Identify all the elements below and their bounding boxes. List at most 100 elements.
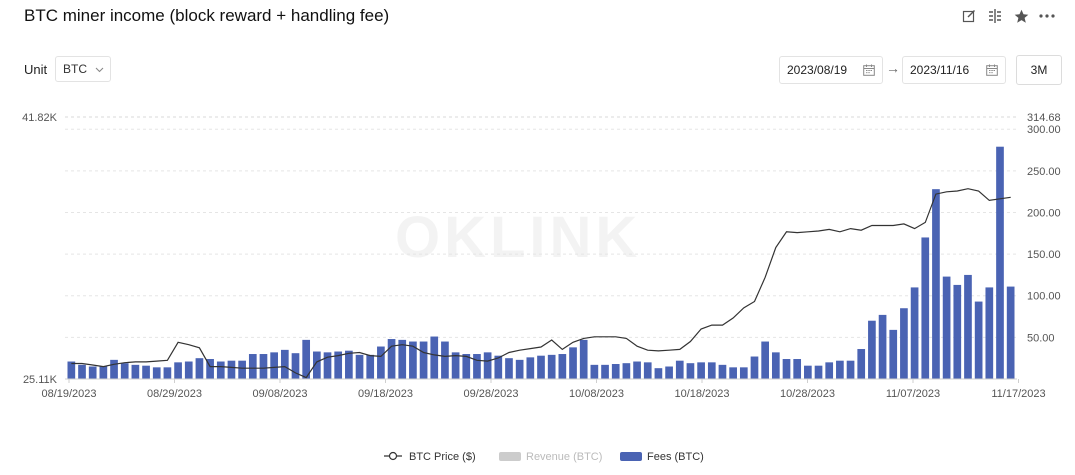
fees-bar [654, 368, 663, 379]
fees-bar [163, 367, 172, 379]
fees-bar [611, 364, 620, 379]
right-axis-max-label: 314.68 [1027, 112, 1061, 124]
fees-bar [601, 364, 609, 379]
chart-axes: 50.00 100.00 150.00 200.00 250.00 300.00314.6… [22, 112, 1061, 400]
fees-bar [814, 365, 823, 379]
more-icon[interactable] [1039, 8, 1055, 24]
fees-bar [131, 364, 140, 379]
btc-price-polyline [71, 188, 1011, 379]
fees-bar [633, 361, 641, 379]
unit-select[interactable]: BTC [55, 56, 111, 82]
fees-bar [771, 352, 780, 379]
fees-bar [505, 358, 513, 379]
fees-bar [142, 365, 150, 379]
fees-bar [622, 363, 631, 379]
fees-bar [782, 359, 791, 379]
fees-bar [675, 360, 684, 379]
fees-bar [206, 359, 214, 379]
fees-bar [270, 352, 278, 379]
left-axis-max-label: 41.82K [22, 112, 58, 124]
calendar-icon [986, 64, 998, 79]
fees-bar [686, 363, 695, 379]
fees-bar [259, 354, 268, 379]
legend-fees-label: Fees (BTC) [647, 451, 704, 463]
x-tick-label: 09/28/2023 [463, 388, 518, 400]
x-tick-label: 10/28/2023 [780, 388, 835, 400]
x-tick-label: 11/17/2023 [991, 388, 1045, 400]
fees-bar [152, 367, 161, 379]
chart-grid [65, 116, 1017, 338]
fees-bar [494, 355, 503, 379]
fees-bar [366, 354, 375, 379]
fees-bar [697, 362, 705, 379]
fees-bar [184, 361, 193, 379]
fees-bar [804, 365, 812, 379]
compare-icon[interactable] [987, 8, 1003, 24]
fees-bar [643, 362, 652, 379]
chart-legend: BTC Price ($) Revenue (BTC) Fees (BTC) [384, 451, 704, 463]
fees-bar [707, 362, 716, 379]
fees-bar [88, 366, 97, 379]
right-axis-tick-label: 250.00 [1027, 166, 1061, 178]
fees-bar [590, 364, 599, 379]
fees-bar [483, 352, 492, 379]
fees-bar [174, 362, 182, 379]
fees-bar [409, 341, 417, 379]
unit-label: Unit [24, 62, 48, 77]
fees-bar [729, 367, 737, 379]
chevron-down-icon [95, 62, 104, 76]
unit-select-value: BTC [63, 62, 87, 76]
fees-bar [398, 339, 407, 379]
fees-bar [846, 360, 855, 379]
x-tick-label: 08/29/2023 [147, 388, 202, 400]
fees-bar [900, 308, 908, 379]
start-date-input[interactable]: 2023/08/19 [779, 56, 883, 84]
fees-bar [964, 274, 972, 379]
fees-bar [216, 361, 225, 379]
fees-bar [857, 349, 866, 379]
star-icon[interactable] [1013, 8, 1029, 24]
fees-bar [868, 320, 876, 379]
fees-bar [313, 351, 321, 379]
fees-bar [280, 349, 289, 379]
end-date-value: 2023/11/16 [910, 63, 970, 77]
fees-bar [974, 301, 983, 379]
range-3m-button[interactable]: 3M [1016, 55, 1062, 85]
edit-icon[interactable] [961, 8, 977, 24]
x-tick-label: 10/18/2023 [674, 388, 729, 400]
fees-bar [99, 366, 108, 379]
fees-bar [579, 339, 588, 379]
legend-revenue-label: Revenue (BTC) [526, 451, 602, 463]
fees-bar [526, 357, 535, 379]
fees-bar [441, 341, 449, 379]
fees-bar [750, 356, 759, 379]
right-axis-tick-label: 150.00 [1027, 249, 1061, 261]
fees-bar [120, 363, 129, 379]
fees-bar [537, 355, 545, 379]
x-tick-label: 10/08/2023 [569, 388, 624, 400]
end-date-input[interactable]: 2023/11/16 [902, 56, 1006, 84]
fees-bar [387, 339, 396, 379]
legend-fees-swatch [620, 452, 642, 461]
fees-bar [985, 287, 994, 379]
page-title: BTC miner income (block reward + handlin… [24, 6, 390, 25]
calendar-icon [863, 64, 875, 79]
fees-bar [110, 359, 118, 379]
fees-bar [430, 336, 439, 379]
fees-bars [67, 146, 1015, 379]
fees-bar [932, 189, 940, 379]
fees-bar [665, 366, 673, 379]
right-axis-tick-label: 100.00 [1027, 291, 1061, 303]
fees-bar [889, 329, 898, 379]
legend-revenue-swatch [499, 452, 521, 461]
fees-bar [334, 351, 343, 379]
fees-bar [345, 350, 353, 379]
miner-income-chart: OKLINK 50.00 100.00 150.00 200.00 250.00 300.… [22, 112, 1061, 463]
fees-bar [878, 314, 887, 379]
right-axis-tick-label: 300.00 [1027, 124, 1061, 136]
fees-bar [921, 237, 930, 379]
fees-bar [825, 362, 834, 379]
btc-price-line [71, 188, 1011, 379]
fees-bar [996, 146, 1004, 379]
fees-bar [942, 276, 951, 379]
